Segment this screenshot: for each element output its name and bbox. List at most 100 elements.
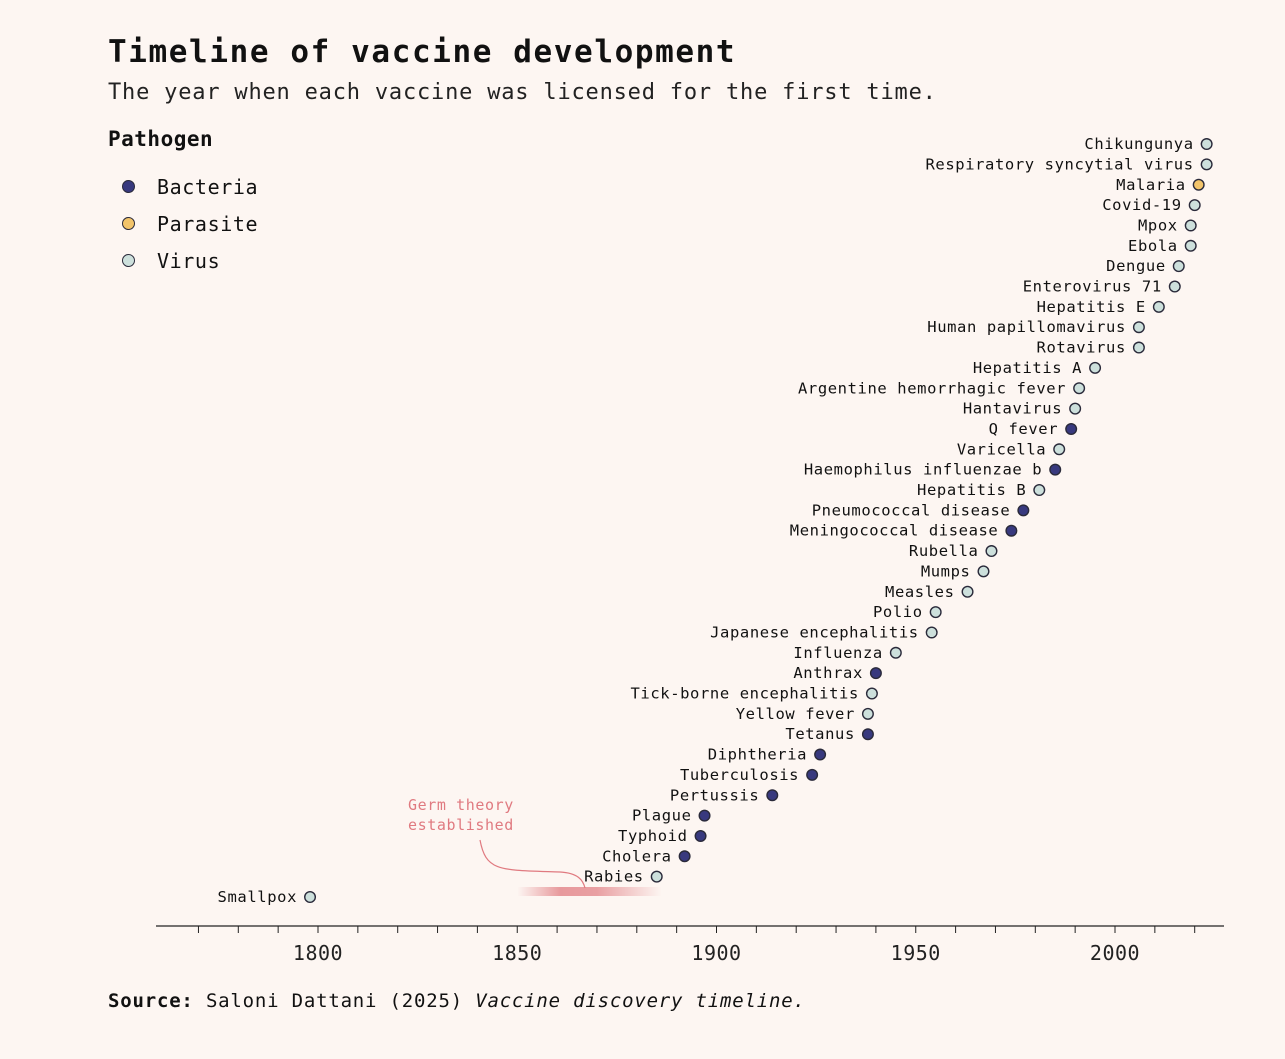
source-text: Saloni Dattani (2025) — [205, 990, 463, 1012]
point-label: Dengue — [1106, 257, 1166, 275]
point-bacteria — [1065, 422, 1078, 435]
point-label: Anthrax — [793, 664, 863, 682]
point-label: Varicella — [957, 440, 1046, 458]
point-virus — [1053, 443, 1066, 456]
point-virus — [925, 626, 938, 639]
legend-item-bacteria: Bacteria — [122, 168, 258, 205]
point-label: Hepatitis B — [917, 481, 1026, 499]
x-tick-label: 1900 — [691, 941, 741, 965]
point-virus — [1200, 158, 1213, 171]
point-label: Chikungunya — [1084, 135, 1193, 153]
point-virus — [1132, 321, 1145, 334]
point-label: Tuberculosis — [680, 766, 799, 784]
x-tick-label: 2000 — [1090, 941, 1140, 965]
point-label: Rubella — [909, 542, 979, 560]
germ-theory-label-1: established — [408, 816, 514, 834]
point-virus — [304, 891, 317, 904]
point-virus — [1069, 402, 1082, 415]
point-label: Hepatitis E — [1037, 298, 1146, 316]
point-bacteria — [698, 809, 711, 822]
point-virus — [1200, 138, 1213, 151]
chart-title: Timeline of vaccine development — [108, 34, 737, 70]
chart-subtitle: The year when each vaccine was licensed … — [108, 80, 937, 105]
legend-item-parasite: Parasite — [122, 205, 258, 242]
x-tick-label: 1800 — [293, 941, 343, 965]
germ-theory-connector — [479, 839, 586, 889]
source-title: Vaccine discovery timeline. — [475, 990, 806, 1012]
point-label: Malaria — [1116, 176, 1186, 194]
point-virus — [1172, 260, 1185, 273]
legend-label-parasite: Parasite — [157, 211, 259, 236]
point-label: Cholera — [602, 847, 672, 865]
point-label: Plague — [632, 807, 692, 825]
point-label: Diphtheria — [708, 746, 807, 764]
point-label: Tetanus — [785, 725, 855, 743]
germ-theory-band — [517, 887, 662, 896]
point-virus — [1188, 199, 1201, 212]
point-virus — [861, 707, 874, 720]
point-bacteria — [1017, 504, 1030, 517]
point-virus — [961, 585, 974, 598]
point-label: Respiratory syncytial virus — [925, 155, 1193, 173]
point-bacteria — [694, 829, 707, 842]
point-virus — [1184, 219, 1197, 232]
point-bacteria — [814, 748, 827, 761]
point-label: Measles — [885, 583, 955, 601]
point-label: Tick-borne encephalitis — [630, 685, 858, 703]
point-virus — [1073, 382, 1086, 395]
point-label: Enterovirus 71 — [1023, 278, 1162, 296]
point-label: Hantavirus — [963, 400, 1062, 418]
point-parasite — [1192, 178, 1205, 191]
point-label: Rabies — [584, 868, 644, 886]
point-virus — [985, 545, 998, 558]
source-label: Source: — [108, 990, 194, 1012]
point-label: Mumps — [921, 562, 971, 580]
point-label: Typhoid — [618, 827, 688, 845]
point-label: Japanese encephalitis — [710, 623, 919, 641]
legend: Bacteria Parasite Virus — [122, 168, 258, 279]
point-label: Covid-19 — [1102, 196, 1181, 214]
point-bacteria — [678, 850, 691, 863]
point-label: Polio — [873, 603, 923, 621]
point-label: Smallpox — [218, 888, 297, 906]
x-tick-label: 1850 — [492, 941, 542, 965]
point-virus — [1184, 239, 1197, 252]
point-bacteria — [869, 667, 882, 680]
point-bacteria — [1005, 524, 1018, 537]
parasite-swatch-icon — [122, 217, 135, 230]
point-virus — [1152, 300, 1165, 313]
point-bacteria — [861, 728, 874, 741]
point-label: Pertussis — [670, 786, 759, 804]
legend-label-virus: Virus — [157, 248, 221, 273]
point-label: Haemophilus influenzae b — [804, 461, 1042, 479]
bacteria-swatch-icon — [122, 180, 135, 193]
point-label: Pneumococcal disease — [812, 501, 1011, 519]
point-label: Hepatitis A — [973, 359, 1082, 377]
point-bacteria — [766, 789, 779, 802]
point-virus — [865, 687, 878, 700]
point-virus — [650, 870, 663, 883]
point-label: Human papillomavirus — [927, 318, 1126, 336]
point-label: Meningococcal disease — [790, 522, 999, 540]
point-label: Yellow fever — [736, 705, 855, 723]
point-virus — [1168, 280, 1181, 293]
point-virus — [929, 606, 942, 619]
point-label: Influenza — [793, 644, 882, 662]
legend-label-bacteria: Bacteria — [157, 174, 259, 199]
legend-title: Pathogen — [108, 127, 214, 151]
point-virus — [977, 565, 990, 578]
point-virus — [1089, 361, 1102, 374]
point-virus — [1033, 484, 1046, 497]
legend-item-virus: Virus — [122, 242, 258, 279]
point-label: Rotavirus — [1037, 339, 1126, 357]
point-virus — [1132, 341, 1145, 354]
point-bacteria — [1049, 463, 1062, 476]
point-label: Q fever — [989, 420, 1059, 438]
point-label: Argentine hemorrhagic fever — [798, 379, 1066, 397]
x-tick-label: 1950 — [891, 941, 941, 965]
germ-theory-label-0: Germ theory — [408, 796, 514, 814]
source-note: Source: Saloni Dattani (2025) Vaccine di… — [108, 990, 806, 1012]
point-label: Ebola — [1128, 237, 1178, 255]
point-label: Mpox — [1138, 216, 1178, 234]
